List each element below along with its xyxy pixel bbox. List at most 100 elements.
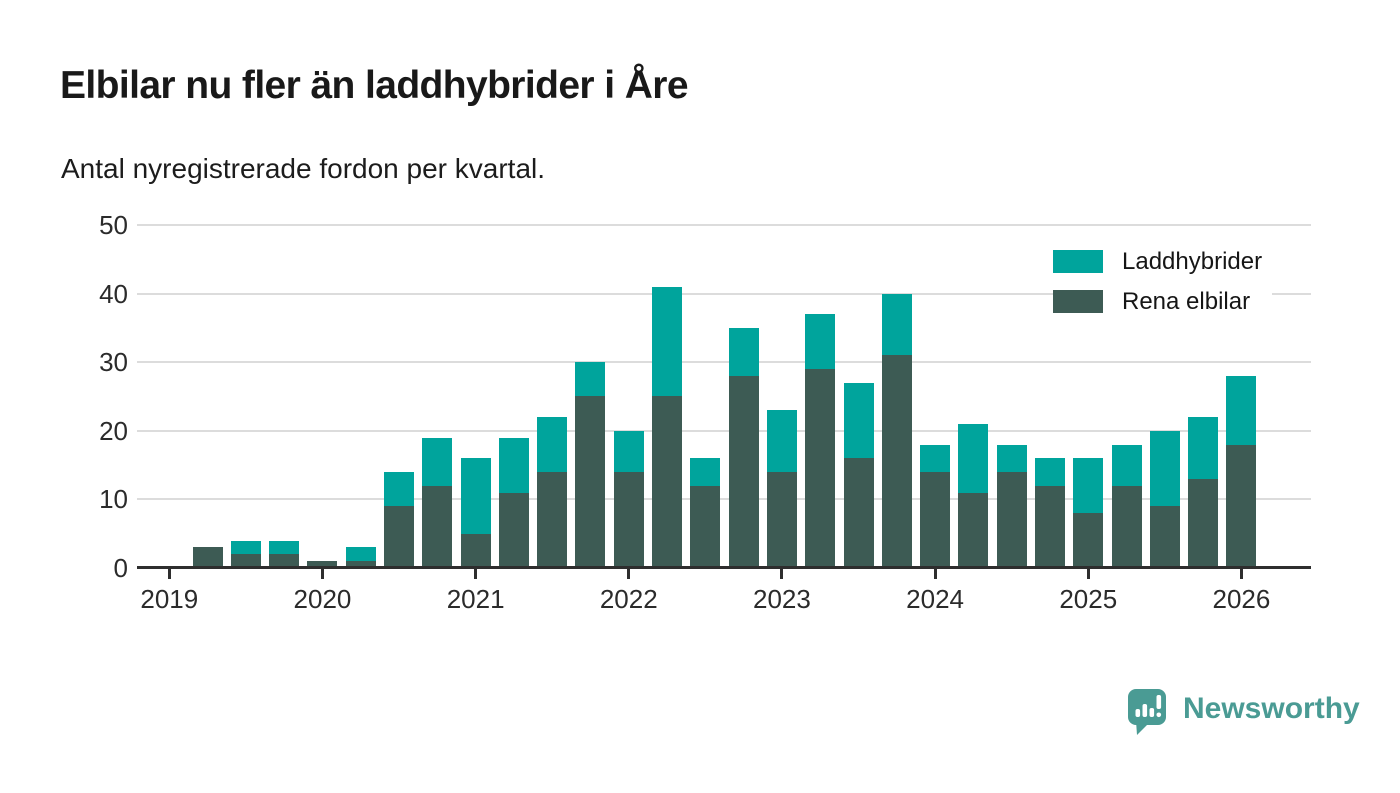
bar-segment-laddhybrider (1034, 458, 1065, 486)
legend-label-laddhybrider: Laddhybrider (1122, 248, 1263, 275)
bar-2022-q2 (652, 286, 683, 568)
x-axis-line (137, 566, 1311, 569)
bar-2020-q3 (384, 471, 415, 568)
bar-segment-rena-elbilar (575, 396, 606, 568)
bar-2020-q1 (307, 561, 338, 568)
bar-segment-laddhybrider (1226, 375, 1257, 445)
bar-2025-q1 (1073, 458, 1104, 568)
bar-2021-q1 (460, 458, 491, 568)
bar-2023-q2 (805, 314, 836, 568)
bar-segment-rena-elbilar (498, 492, 529, 568)
bar-segment-rena-elbilar (460, 533, 491, 568)
bar-segment-rena-elbilar (1149, 506, 1180, 568)
legend-item-laddhybrider: Laddhybrider (1053, 248, 1273, 275)
bar-2022-q3 (690, 458, 721, 568)
bar-2025-q2 (1111, 444, 1142, 568)
bar-segment-laddhybrider (805, 314, 836, 370)
bar-segment-rena-elbilar (269, 554, 300, 568)
bar-segment-laddhybrider (1149, 430, 1180, 507)
bar-segment-laddhybrider (1111, 444, 1142, 486)
bar-2022-q1 (613, 430, 644, 568)
chart-legend: Laddhybrider Rena elbilar (1053, 248, 1273, 314)
y-axis-label-10: 10 (99, 484, 128, 515)
bar-segment-rena-elbilar (1073, 513, 1104, 568)
x-axis-label-2021: 2021 (446, 584, 505, 614)
x-axis-tick-2024 (933, 569, 937, 579)
bar-segment-laddhybrider (230, 540, 261, 555)
legend-swatch-laddhybrider (1053, 250, 1103, 273)
bar-2019-q4 (269, 540, 300, 568)
x-axis-label-2026: 2026 (1212, 584, 1271, 614)
bar-segment-rena-elbilar (192, 547, 223, 568)
bar-segment-rena-elbilar (1226, 444, 1257, 568)
bar-segment-laddhybrider (881, 293, 912, 356)
bar-segment-rena-elbilar (958, 492, 989, 568)
legend-swatch-rena-elbilar (1053, 290, 1103, 313)
legend-item-rena-elbilar: Rena elbilar (1053, 289, 1273, 314)
x-axis-label-2023: 2023 (753, 584, 811, 614)
newsworthy-wordmark: Newsworthy (1183, 692, 1360, 725)
x-axis-tick-2025 (1086, 569, 1090, 579)
y-axis-label-0: 0 (113, 553, 128, 583)
x-axis-tick-2020 (320, 569, 324, 579)
bar-segment-laddhybrider (422, 437, 453, 486)
bar-2023-q3 (843, 382, 874, 568)
bar-2021-q4 (575, 362, 606, 568)
gridline-30 (137, 361, 1311, 364)
bar-segment-rena-elbilar (805, 369, 836, 568)
x-axis-tick-2023 (780, 569, 784, 579)
bar-segment-laddhybrider (920, 444, 951, 472)
bar-segment-rena-elbilar (690, 485, 721, 568)
bar-segment-laddhybrider (690, 458, 721, 486)
bar-2021-q2 (498, 437, 529, 568)
bar-2023-q1 (766, 410, 797, 568)
x-axis-tick-2026 (1239, 569, 1243, 579)
bar-2019-q2 (192, 547, 223, 568)
x-axis-tick-2022 (627, 569, 631, 579)
bar-segment-laddhybrider (958, 423, 989, 493)
bar-2023-q4 (881, 293, 912, 568)
x-axis-label-2022: 2022 (599, 584, 658, 614)
bar-segment-laddhybrider (269, 540, 300, 555)
bar-segment-laddhybrider (460, 458, 491, 534)
bar-segment-rena-elbilar (307, 561, 338, 568)
bar-segment-rena-elbilar (1034, 485, 1065, 568)
bar-segment-laddhybrider (652, 286, 683, 397)
bar-2025-q4 (1188, 417, 1219, 568)
y-axis-label-20: 20 (99, 415, 128, 446)
x-axis-label-2024: 2024 (906, 584, 965, 614)
newsworthy-brand: Newsworthy (1126, 686, 1360, 736)
bar-segment-laddhybrider (1073, 458, 1104, 514)
x-axis-label-2025: 2025 (1059, 584, 1118, 614)
bar-segment-rena-elbilar (881, 355, 912, 568)
bar-2024-q1 (920, 444, 951, 568)
chart-title: Elbilar nu fler än laddhybrider i Åre (60, 64, 689, 107)
bar-2024-q4 (1034, 458, 1065, 568)
bar-segment-laddhybrider (613, 430, 644, 472)
y-axis-label-40: 40 (99, 278, 128, 309)
bar-segment-rena-elbilar (537, 471, 568, 568)
newsworthy-logo-icon (1128, 689, 1166, 735)
bar-segment-laddhybrider (384, 471, 415, 507)
x-axis-tick-2019 (167, 569, 171, 579)
bar-segment-laddhybrider (1188, 417, 1219, 479)
bar-segment-laddhybrider (498, 437, 529, 493)
bar-segment-rena-elbilar (766, 471, 797, 568)
gridline-50 (137, 224, 1311, 226)
gridline-10 (137, 498, 1311, 501)
bar-2021-q3 (537, 417, 568, 568)
bar-segment-laddhybrider (728, 327, 759, 376)
bar-segment-rena-elbilar (920, 471, 951, 568)
bar-segment-rena-elbilar (652, 396, 683, 568)
bar-2025-q3 (1149, 430, 1180, 568)
gridline-20 (137, 429, 1311, 432)
bar-segment-rena-elbilar (996, 471, 1027, 568)
bar-segment-rena-elbilar (1188, 478, 1219, 568)
bar-segment-rena-elbilar (384, 506, 415, 568)
bar-segment-rena-elbilar (728, 375, 759, 568)
bar-segment-rena-elbilar (422, 485, 453, 568)
bar-2020-q4 (422, 437, 453, 568)
y-axis-label-30: 30 (99, 347, 128, 378)
chart-subtitle: Antal nyregistrerade fordon per kvartal. (61, 153, 546, 184)
